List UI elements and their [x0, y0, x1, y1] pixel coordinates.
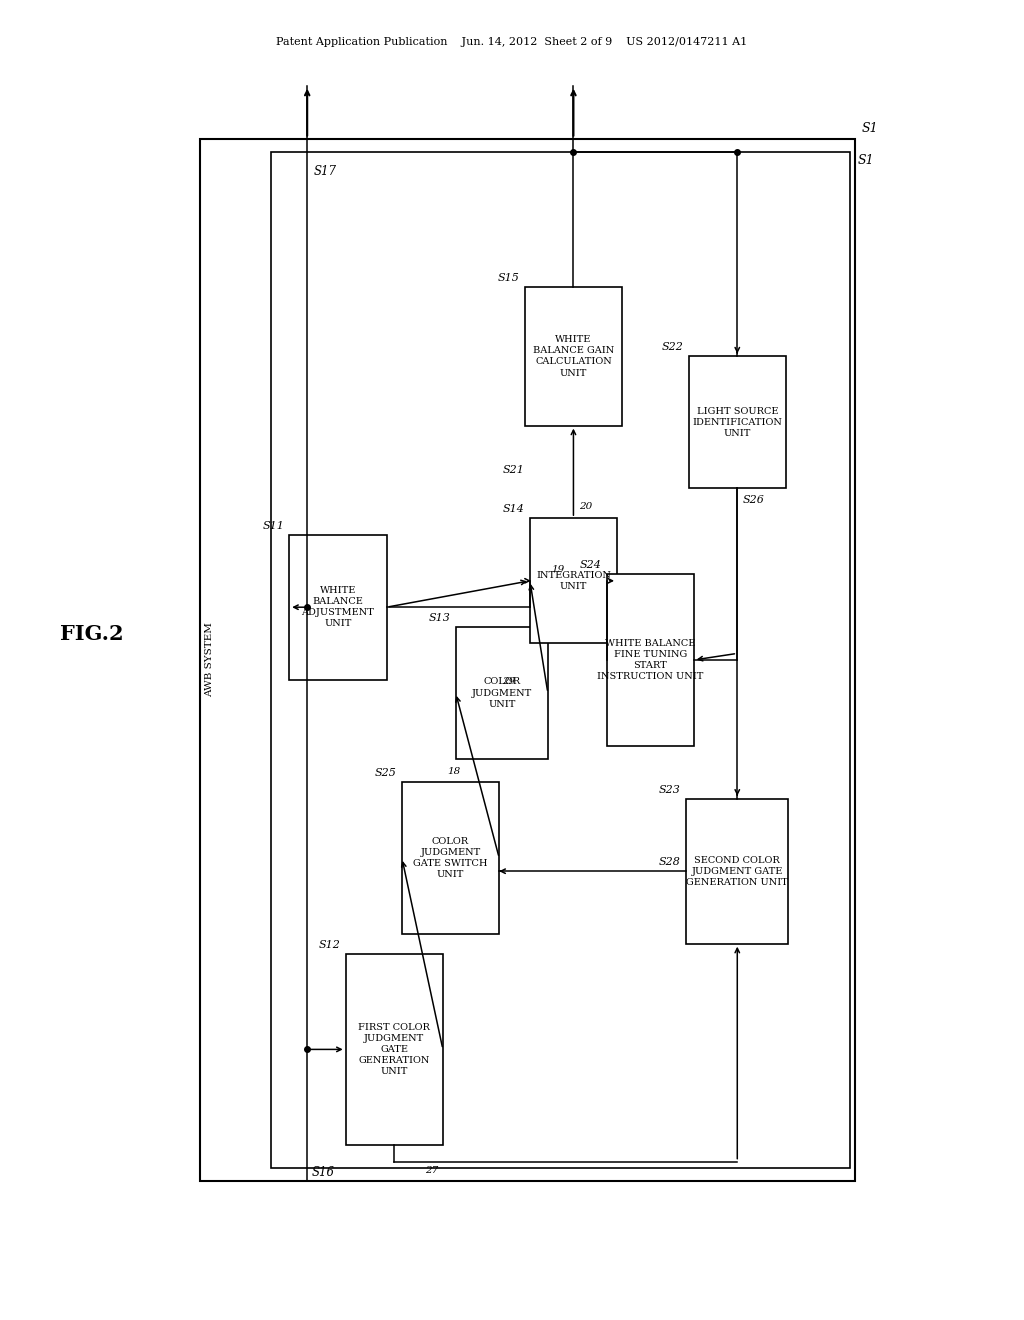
Text: S13: S13: [429, 612, 451, 623]
Bar: [686, 799, 788, 944]
Bar: [401, 781, 500, 935]
Bar: [456, 627, 548, 759]
Bar: [688, 356, 786, 488]
Text: LIGHT SOURCE
IDENTIFICATION
UNIT: LIGHT SOURCE IDENTIFICATION UNIT: [692, 407, 782, 438]
Text: INTEGRATION
UNIT: INTEGRATION UNIT: [536, 570, 611, 591]
Text: S25: S25: [375, 768, 397, 777]
Text: S22: S22: [662, 342, 684, 352]
Bar: [290, 535, 387, 680]
Text: 18: 18: [446, 767, 460, 776]
Text: S1: S1: [858, 154, 874, 168]
Text: FIRST COLOR
JUDGMENT
GATE
GENERATION
UNIT: FIRST COLOR JUDGMENT GATE GENERATION UNI…: [358, 1023, 430, 1076]
Bar: [346, 953, 442, 1144]
Text: Patent Application Publication    Jun. 14, 2012  Sheet 2 of 9    US 2012/0147211: Patent Application Publication Jun. 14, …: [276, 37, 748, 48]
Text: 27: 27: [425, 1166, 438, 1175]
Bar: [606, 574, 694, 746]
Text: COLOR
JUDGMENT
UNIT: COLOR JUDGMENT UNIT: [472, 677, 531, 709]
Text: WHITE
BALANCE
ADJUSTMENT
UNIT: WHITE BALANCE ADJUSTMENT UNIT: [301, 586, 375, 628]
Text: FIG.2: FIG.2: [60, 623, 124, 644]
Text: S28: S28: [659, 857, 681, 867]
Text: AWB SYSTEM: AWB SYSTEM: [206, 623, 214, 697]
Text: COLOR
JUDGMENT
GATE SWITCH
UNIT: COLOR JUDGMENT GATE SWITCH UNIT: [414, 837, 487, 879]
Bar: [530, 517, 616, 643]
Text: S26: S26: [742, 495, 764, 506]
Text: S24: S24: [580, 560, 602, 570]
Text: S11: S11: [262, 520, 285, 531]
Text: S23: S23: [659, 784, 681, 795]
Text: S16: S16: [311, 1166, 334, 1179]
Text: SECOND COLOR
JUDGMENT GATE
GENERATION UNIT: SECOND COLOR JUDGMENT GATE GENERATION UN…: [686, 855, 788, 887]
Text: WHITE BALANCE
FINE TUNING
START
INSTRUCTION UNIT: WHITE BALANCE FINE TUNING START INSTRUCT…: [597, 639, 703, 681]
Text: S14: S14: [503, 504, 525, 513]
Bar: [271, 152, 850, 1168]
Bar: [200, 139, 855, 1181]
Bar: [525, 288, 623, 425]
Text: S12: S12: [318, 940, 340, 950]
Text: 19: 19: [551, 565, 564, 574]
Text: S21: S21: [503, 465, 525, 474]
Text: S1: S1: [861, 121, 878, 135]
Text: WHITE
BALANCE GAIN
CALCULATION
UNIT: WHITE BALANCE GAIN CALCULATION UNIT: [532, 335, 614, 378]
Text: S17: S17: [313, 165, 336, 178]
Text: 29: 29: [502, 677, 515, 686]
Text: S15: S15: [498, 273, 520, 284]
Text: 20: 20: [579, 503, 592, 511]
